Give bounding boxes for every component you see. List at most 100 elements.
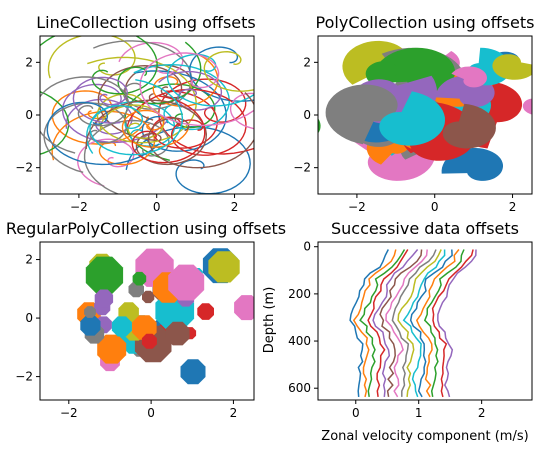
- offset-series-line: [349, 249, 389, 397]
- spiral-line: [43, 102, 128, 173]
- y-tick-label: 0: [303, 240, 311, 254]
- offset-series-line: [431, 249, 474, 398]
- axis-ticks: −2 0 2 2 0 −2 −2 0 2 2 0 −2 −2 0 2 2 0 −2 0 1 2 0 200 400 600: [15, 55, 516, 420]
- offset-series-line: [423, 249, 465, 398]
- panel-title-poly-collection: PolyCollection using offsets: [316, 13, 535, 32]
- x-tick-label: 0: [352, 406, 360, 420]
- offset-series-line: [415, 249, 460, 398]
- regular-polygon: [85, 256, 124, 294]
- line-collection-plot: [40, 36, 254, 194]
- spiral-line: [189, 46, 254, 102]
- offset-series-line: [372, 249, 419, 397]
- poly-shape: [318, 118, 321, 134]
- y-tick-label: 200: [288, 287, 311, 301]
- x-tick-label: −2: [348, 200, 366, 214]
- regular-polygon: [80, 315, 101, 336]
- axes-frame-4: [317, 241, 533, 401]
- regular-polygon: [11, 325, 26, 339]
- offset-series-line: [397, 249, 442, 397]
- poly-shape: [325, 84, 398, 145]
- offset-series-line: [352, 249, 397, 398]
- y-tick-label: 2: [25, 253, 33, 267]
- y-tick-label: 0: [25, 108, 33, 122]
- regular-polygon: [208, 251, 240, 283]
- offset-series-line: [367, 249, 409, 398]
- x-tick-label: −2: [60, 406, 78, 420]
- x-tick-label: 2: [231, 200, 239, 214]
- spiral-line: [40, 36, 158, 95]
- x-tick-label: 2: [478, 406, 486, 420]
- offset-series-line: [409, 249, 453, 398]
- offset-series-line: [391, 249, 437, 397]
- spiral-line: [65, 98, 133, 135]
- regular-poly-collection-plot: [11, 248, 254, 385]
- y-tick-label: −2: [293, 161, 311, 175]
- spiral-line: [203, 50, 254, 92]
- x-tick-label: 0: [153, 200, 161, 214]
- y-tick-label: −2: [15, 370, 33, 384]
- spiral-line: [139, 52, 254, 127]
- y-tick-label: 2: [303, 55, 311, 69]
- spiral-line: [157, 78, 254, 155]
- y-tick-label: 0: [303, 108, 311, 122]
- x-tick-label: 2: [230, 406, 238, 420]
- regular-polygon: [180, 359, 206, 385]
- y-tick-label: 0: [25, 311, 33, 325]
- offset-series-line: [402, 249, 446, 398]
- x-tick-label: 0: [431, 200, 439, 214]
- spiral-line: [131, 95, 206, 164]
- poly-collection-plot: [318, 40, 532, 181]
- spiral-line: [117, 41, 202, 105]
- panel-title-line-collection: LineCollection using offsets: [36, 13, 255, 32]
- spiral-line: [40, 76, 130, 154]
- spiral-line: [47, 36, 136, 79]
- x-tick-label: 1: [415, 406, 423, 420]
- regular-polygon: [132, 315, 157, 340]
- spiral-line: [46, 101, 160, 166]
- spiral-line: [72, 76, 128, 124]
- regular-polygon: [84, 306, 96, 318]
- regular-polygon: [94, 289, 114, 308]
- poly-shape: [442, 103, 496, 149]
- poly-shape: [492, 54, 532, 80]
- panel-title-successive-offsets: Successive data offsets: [331, 219, 519, 238]
- regular-polygon: [111, 316, 132, 337]
- spiral-line: [152, 54, 219, 107]
- poly-shape: [522, 98, 532, 115]
- offset-series-line: [385, 249, 428, 398]
- spiral-line: [229, 92, 254, 130]
- poly-shape: [379, 91, 445, 146]
- y-tick-label: 2: [25, 55, 33, 69]
- panel-title-regular-poly-collection: RegularPolyCollection using offsets: [6, 219, 286, 238]
- axes-frame-3: [39, 241, 255, 401]
- spiral-line: [147, 92, 254, 169]
- regular-polygon: [97, 334, 127, 364]
- poly-shape: [451, 66, 487, 88]
- y-tick-label: −2: [15, 161, 33, 175]
- spiral-line: [134, 70, 227, 152]
- regular-polygon: [168, 264, 205, 301]
- x-tick-label: 0: [147, 406, 155, 420]
- spiral-line: [89, 79, 184, 156]
- successive-offsets-plot: [349, 249, 477, 398]
- spiral-line: [166, 53, 254, 107]
- x-axis-label: Zonal velocity component (m/s): [321, 429, 528, 444]
- regular-polygon: [234, 295, 254, 321]
- offset-series-line: [359, 249, 406, 398]
- x-tick-label: −2: [70, 200, 88, 214]
- spiral-line: [93, 40, 193, 110]
- regular-polygon: [197, 303, 214, 320]
- y-axis-label: Depth (m): [262, 287, 277, 354]
- offset-series-line: [379, 249, 423, 398]
- spiral-line: [121, 109, 190, 148]
- regular-polygon: [142, 290, 155, 304]
- regular-polygon: [165, 321, 190, 346]
- offset-series-line: [437, 249, 477, 398]
- x-tick-label: 2: [509, 200, 517, 214]
- y-tick-label: 400: [288, 334, 311, 348]
- regular-polygon: [141, 333, 157, 349]
- y-tick-label: 600: [288, 381, 311, 395]
- regular-polygon: [128, 281, 144, 298]
- regular-polygon: [132, 271, 147, 286]
